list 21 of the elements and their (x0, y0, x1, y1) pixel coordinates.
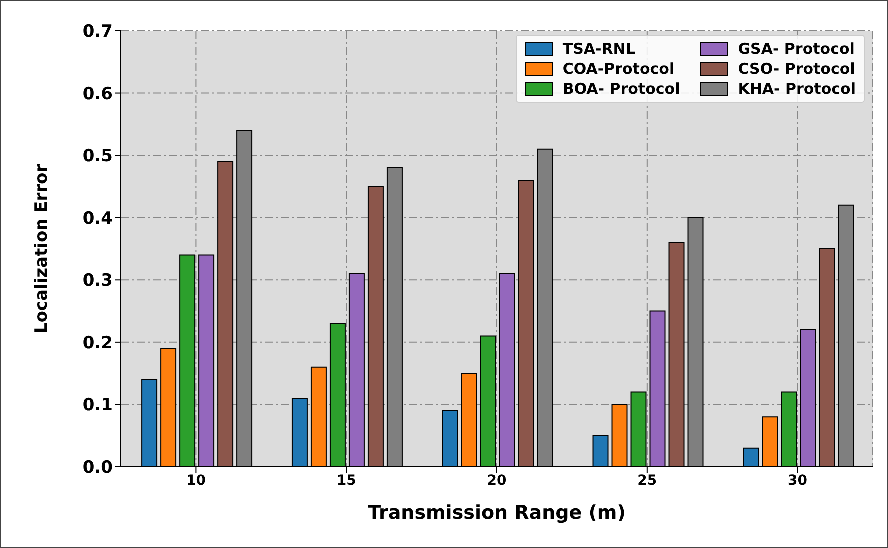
x-tick-label: 15 (336, 472, 356, 489)
x-tick-label: 30 (788, 472, 808, 489)
y-tick-label: 0.6 (82, 84, 113, 104)
y-tick-label: 0.7 (82, 22, 113, 42)
legend-label: GSA- Protocol (738, 40, 855, 58)
legend-label: CSO- Protocol (738, 60, 856, 78)
legend-label: TSA-RNL (562, 40, 636, 58)
y-tick-label: 0.1 (82, 396, 113, 416)
x-tick-label: 20 (487, 472, 507, 489)
legend-label: BOA- Protocol (562, 80, 680, 98)
y-tick-label: 0.4 (82, 208, 114, 229)
x-tick-label: 25 (638, 472, 658, 489)
x-tick-label: 10 (186, 472, 206, 489)
y-tick-label: 0.0 (82, 458, 114, 478)
y-tick-label: 0.3 (82, 271, 113, 292)
legend-label: KHA- Protocol (738, 80, 856, 98)
y-tick-label: 0.2 (82, 333, 113, 354)
legend-label: COA-Protocol (562, 60, 675, 78)
y-tick-label: 0.5 (82, 146, 113, 167)
y-axis-title: Localization Error (32, 164, 52, 334)
x-axis-title: Transmission Range (m) (368, 502, 626, 524)
